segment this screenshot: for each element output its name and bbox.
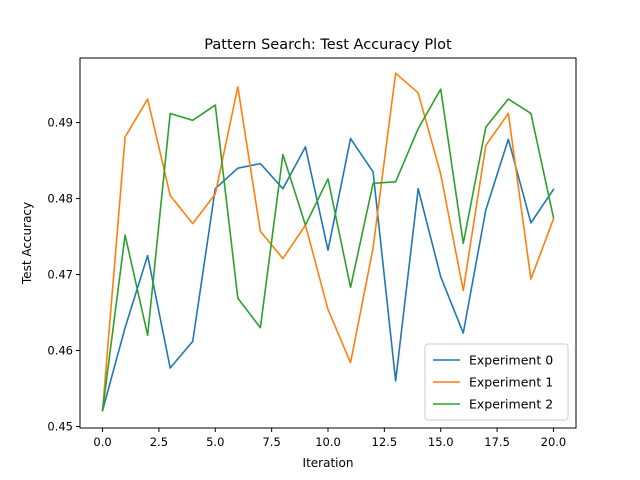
legend-label-1: Experiment 1 [469, 375, 553, 390]
series-lines [101, 72, 555, 412]
legend: Experiment 0 Experiment 1 Experiment 2 [424, 343, 569, 421]
series-line-2 [101, 88, 555, 412]
series-line-1 [101, 72, 555, 412]
chart-title: Pattern Search: Test Accuracy Plot [204, 37, 452, 53]
y-tick-label: 0.48 [47, 192, 73, 206]
x-tick-label: 15.0 [428, 435, 454, 449]
x-tick-label: 0.0 [93, 435, 111, 449]
series-line-0 [101, 137, 555, 412]
y-tick-label: 0.45 [47, 419, 73, 433]
x-tick-label: 17.5 [484, 435, 510, 449]
y-axis-ticks: 0.45 0.46 0.47 0.48 0.49 [47, 116, 80, 433]
x-tick-label: 5.0 [206, 435, 224, 449]
y-tick-label: 0.46 [47, 344, 73, 358]
x-tick-label: 7.5 [262, 435, 280, 449]
legend-box [424, 343, 569, 421]
y-tick-label: 0.47 [47, 268, 73, 282]
x-axis-ticks: 0.0 2.5 5.0 7.5 10.0 12.5 15.0 17.5 20.0 [93, 428, 566, 449]
legend-label-0: Experiment 0 [469, 353, 553, 368]
y-tick-label: 0.49 [47, 116, 73, 130]
y-axis-label: Test Accuracy [20, 202, 34, 285]
legend-label-2: Experiment 2 [469, 397, 553, 412]
x-tick-label: 12.5 [372, 435, 398, 449]
x-tick-label: 2.5 [150, 435, 168, 449]
x-tick-label: 10.0 [315, 435, 341, 449]
x-tick-label: 20.0 [541, 435, 567, 449]
x-axis-label: Iteration [303, 456, 354, 470]
